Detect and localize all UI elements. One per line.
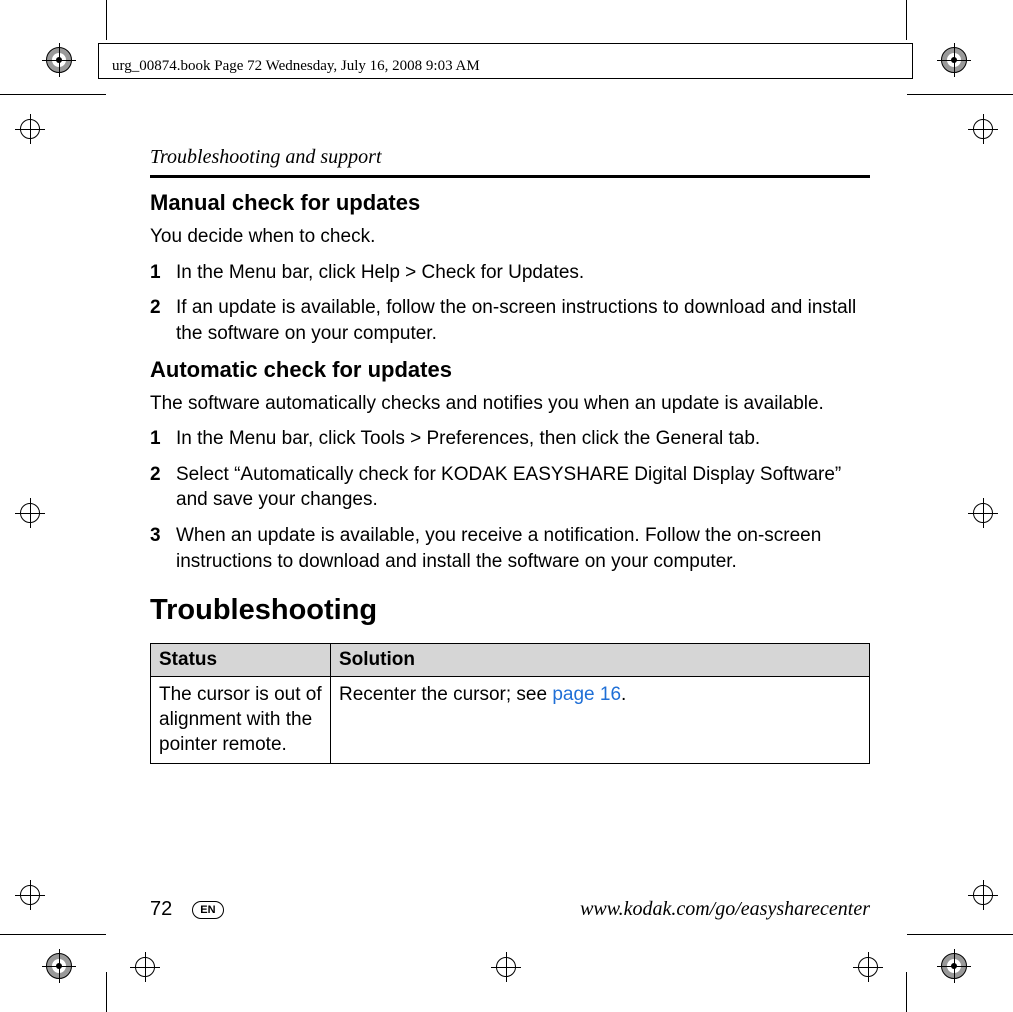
list-number: 2 <box>150 462 176 513</box>
table-cell-status: The cursor is out of alignment with the … <box>151 677 331 764</box>
body-paragraph: The software automatically checks and no… <box>150 391 870 417</box>
body-paragraph: You decide when to check. <box>150 224 870 250</box>
troubleshooting-table: Status Solution The cursor is out of ali… <box>150 643 870 764</box>
table-cell-solution: Recenter the cursor; see page 16. <box>331 677 870 764</box>
center-mark-icon <box>968 880 998 910</box>
center-mark-icon <box>15 880 45 910</box>
footer-url: www.kodak.com/go/easysharecenter <box>580 898 870 921</box>
list-text: In the Menu bar, click Tools > Preferenc… <box>176 426 760 452</box>
center-mark-icon <box>15 114 45 144</box>
list-number: 2 <box>150 295 176 346</box>
heading-troubleshooting: Troubleshooting <box>150 594 870 627</box>
center-mark-icon <box>968 498 998 528</box>
crop-mark <box>906 972 907 1012</box>
list-number: 1 <box>150 426 176 452</box>
center-mark-icon <box>491 952 521 982</box>
manual-steps-list: 1In the Menu bar, click Help > Check for… <box>150 260 870 347</box>
registration-mark-icon <box>941 47 967 73</box>
page-link[interactable]: page 16 <box>552 684 621 705</box>
chapter-title: Troubleshooting and support <box>150 146 870 169</box>
list-text: If an update is available, follow the on… <box>176 295 870 346</box>
registration-mark-icon <box>46 953 72 979</box>
list-item: 2Select “Automatically check for KODAK E… <box>150 462 870 513</box>
list-item: 1In the Menu bar, click Help > Check for… <box>150 260 870 286</box>
list-item: 2If an update is available, follow the o… <box>150 295 870 346</box>
list-number: 1 <box>150 260 176 286</box>
center-mark-icon <box>15 498 45 528</box>
crop-mark <box>106 0 107 40</box>
solution-text-prefix: Recenter the cursor; see <box>339 684 552 705</box>
horizontal-rule <box>150 175 870 178</box>
automatic-steps-list: 1In the Menu bar, click Tools > Preferen… <box>150 426 870 574</box>
list-text: Select “Automatically check for KODAK EA… <box>176 462 870 513</box>
page-number: 72 <box>150 898 172 921</box>
crop-mark <box>907 934 1013 935</box>
solution-text-suffix: . <box>621 684 626 705</box>
header-file-info: urg_00874.book Page 72 Wednesday, July 1… <box>112 58 480 75</box>
crop-mark <box>906 0 907 40</box>
center-mark-icon <box>853 952 883 982</box>
list-text: When an update is available, you receive… <box>176 523 870 574</box>
crop-mark <box>0 94 106 95</box>
center-mark-icon <box>130 952 160 982</box>
center-mark-icon <box>968 114 998 144</box>
list-item: 3When an update is available, you receiv… <box>150 523 870 574</box>
registration-mark-icon <box>941 953 967 979</box>
page-footer: 72 EN www.kodak.com/go/easysharecenter <box>150 898 870 921</box>
list-item: 1In the Menu bar, click Tools > Preferen… <box>150 426 870 452</box>
crop-mark <box>106 972 107 1012</box>
list-number: 3 <box>150 523 176 574</box>
list-text: In the Menu bar, click Help > Check for … <box>176 260 584 286</box>
table-header-solution: Solution <box>331 644 870 677</box>
table-row: The cursor is out of alignment with the … <box>151 677 870 764</box>
table-header-row: Status Solution <box>151 644 870 677</box>
page-content: Troubleshooting and support Manual check… <box>150 146 870 764</box>
table-header-status: Status <box>151 644 331 677</box>
crop-mark <box>0 934 106 935</box>
subheading-manual: Manual check for updates <box>150 190 870 216</box>
registration-mark-icon <box>46 47 72 73</box>
language-badge: EN <box>192 901 223 919</box>
crop-mark <box>907 94 1013 95</box>
subheading-automatic: Automatic check for updates <box>150 357 870 383</box>
